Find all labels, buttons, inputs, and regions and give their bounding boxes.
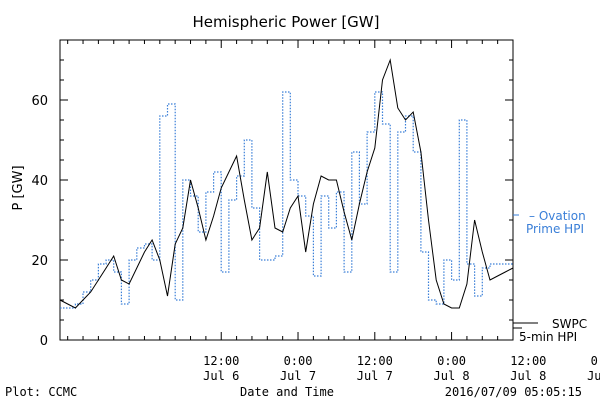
x-tick-time-label: 12:00 — [203, 354, 239, 368]
x-axis-label: Date and Time — [240, 385, 334, 399]
y-tick-label: 20 — [31, 254, 48, 269]
y-tick-label: 60 — [31, 94, 48, 109]
x-tick-time-label: 12:00 — [357, 354, 393, 368]
y-tick-label: 0 — [40, 334, 48, 349]
x-tick-time-label: 0:00 — [437, 354, 466, 368]
legend-ovation-label-2: Prime HPI — [526, 222, 584, 236]
x-tick-time-label: 12:00 — [510, 354, 546, 368]
legend-swpc-label-2: 5-min HPI — [519, 330, 577, 344]
series-layer — [59, 58, 514, 309]
x-tick-time-label: 0:00 — [591, 354, 600, 368]
footer-timestamp: 2016/07/09 05:05:15 — [445, 385, 582, 399]
y-tick-label: 40 — [31, 174, 48, 189]
footer-plot-source: Plot: CCMC — [5, 385, 77, 399]
x-tick-date-label: Jul 9 — [587, 369, 600, 383]
x-tick-date-label: Jul 7 — [280, 369, 316, 383]
legend-ovation-label: – Ovation — [529, 209, 586, 223]
plot-frame — [59, 39, 514, 341]
y-axis-label: P [GW] — [11, 165, 26, 210]
chart-title: Hemispheric Power [GW] — [193, 13, 380, 31]
x-tick-date-label: Jul 8 — [510, 369, 546, 383]
x-tick-date-label: Jul 8 — [434, 369, 470, 383]
x-tick-time-label: 0:00 — [284, 354, 313, 368]
x-tick-date-label: Jul 7 — [357, 369, 393, 383]
ovation-prime-line — [60, 91, 513, 309]
swpc-hpi-line — [59, 58, 514, 309]
y-axis: 0 20 40 60 — [31, 39, 513, 349]
x-tick-date-label: Jul 6 — [203, 369, 239, 383]
legend-swpc-label: SWPC — [552, 317, 587, 331]
